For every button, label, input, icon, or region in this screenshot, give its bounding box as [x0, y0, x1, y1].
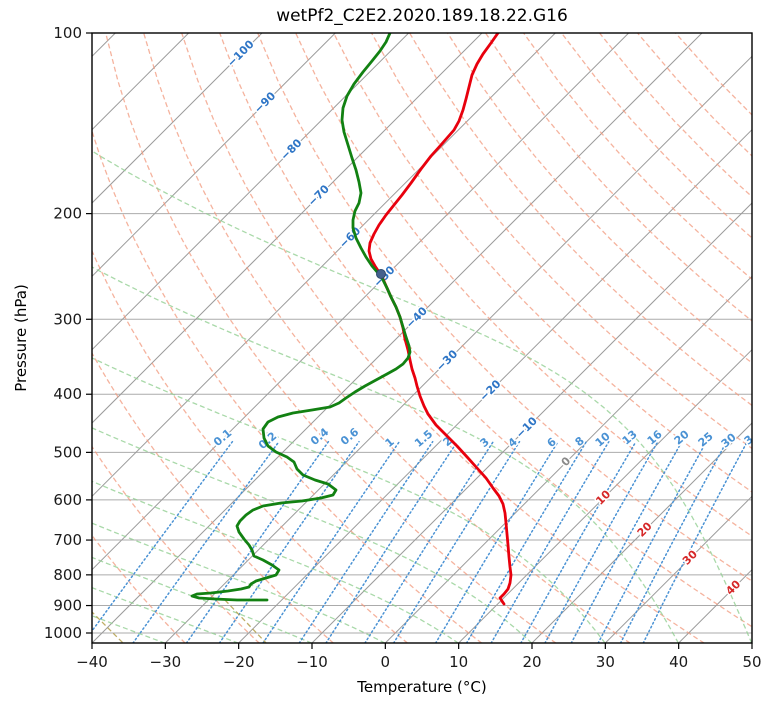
mixing-ratio-label: 0.1	[211, 426, 234, 448]
x-tick-label: −40	[76, 653, 108, 671]
x-tick-label: 50	[742, 653, 761, 671]
dry-adiabats	[92, 33, 752, 643]
y-axis-ticks: 100 200 300 400 500 600 700 800 900 1000	[44, 24, 92, 642]
isotherm-lines	[92, 33, 752, 643]
profile-dewpoint-line	[190, 33, 412, 602]
x-tick-label: −30	[150, 653, 182, 671]
mixing-ratio-labels: 0.1 0.2 0.4 0.6 1 1.5 2 3 4 6 8 10 13 16 20 25 30 36	[210, 424, 764, 454]
y-tick-label: 100	[53, 24, 82, 42]
mixing-ratio-label: 20	[672, 427, 692, 447]
x-tick-label: 0	[381, 653, 391, 671]
moist-adiabats	[92, 150, 752, 643]
mixing-ratio-label: 0.6	[338, 425, 362, 448]
mixing-ratio-lines	[92, 440, 748, 643]
x-tick-label: 10	[449, 653, 468, 671]
mixing-ratio-label: 6	[545, 435, 559, 450]
y-tick-label: 700	[53, 531, 82, 549]
x-tick-label: 20	[522, 653, 541, 671]
chart-title: wetPf2_C2E2.2020.189.18.22.G16	[276, 6, 568, 26]
x-tick-label: 40	[669, 653, 688, 671]
y-tick-label: 1000	[44, 624, 82, 642]
y-tick-label: 200	[53, 205, 82, 223]
x-tick-label: 30	[596, 653, 615, 671]
y-tick-label: 300	[53, 310, 82, 328]
level-marker-dot	[376, 269, 386, 279]
mixing-ratio-label: 30	[719, 430, 739, 450]
x-axis-label: Temperature (°C)	[357, 678, 487, 696]
x-axis-ticks: −40 −30 −20 −10 0 10 20 30 40 50	[76, 643, 762, 671]
y-tick-label: 500	[53, 443, 82, 461]
y-tick-label: 900	[53, 597, 82, 615]
mixing-ratio-label: 1.5	[412, 427, 435, 449]
tan-dashed-segments	[92, 599, 267, 643]
mixing-ratio-label: 1	[383, 435, 397, 450]
mixing-ratio-label: 16	[645, 427, 665, 447]
x-tick-label: −10	[296, 653, 328, 671]
mixing-ratio-label: 25	[696, 430, 716, 450]
mixing-ratio-label: 0.4	[308, 425, 332, 448]
x-tick-label: −20	[223, 653, 255, 671]
y-tick-label: 600	[53, 491, 82, 509]
y-tick-label: 400	[53, 385, 82, 403]
mixing-ratio-label: 8	[573, 434, 587, 449]
mixing-ratio-label: 13	[620, 428, 640, 448]
pressure-gridlines	[92, 32, 752, 634]
y-tick-label: 800	[53, 566, 82, 584]
plot-border	[91, 32, 753, 644]
y-axis-label: Pressure (hPa)	[12, 284, 30, 392]
